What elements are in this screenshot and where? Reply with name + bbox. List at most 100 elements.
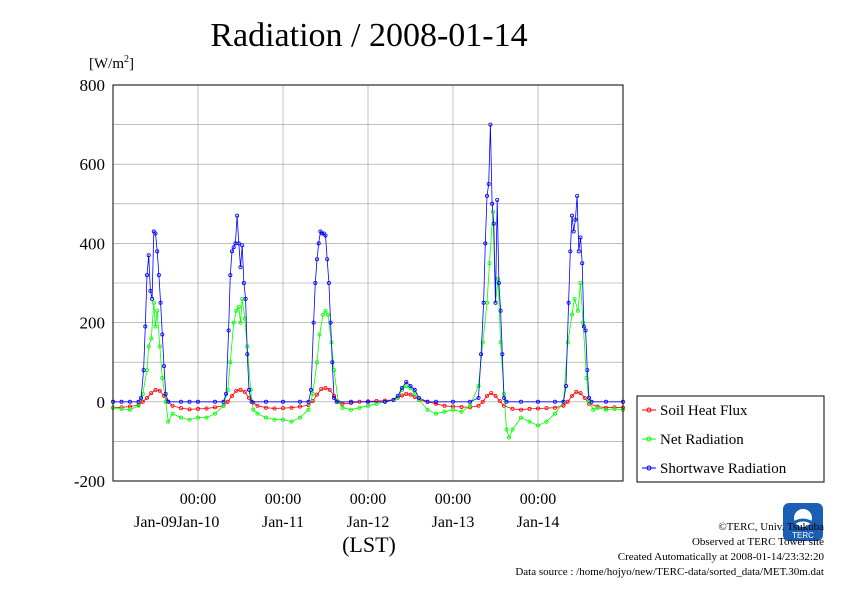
data-point [119, 406, 124, 411]
data-point [241, 280, 246, 285]
footer-observed: Observed at TERC Tower site [691, 536, 824, 548]
data-point [476, 383, 481, 388]
series-line [112, 211, 624, 439]
data-point [235, 213, 240, 218]
data-point [348, 407, 353, 412]
data-point [519, 399, 524, 404]
data-point [263, 405, 268, 410]
footer-source: Data source : /home/hojyo/new/TERC-data/… [515, 566, 824, 578]
data-point [323, 308, 328, 313]
data-point [340, 405, 345, 410]
series-layer [111, 122, 626, 440]
footer-created: Created Automatically at 2008-01-14/23:3… [617, 551, 824, 563]
data-point [566, 300, 571, 305]
x-tick-time: 00:00 [265, 491, 301, 508]
data-point [536, 399, 541, 404]
data-point [310, 391, 315, 396]
data-point [578, 391, 583, 396]
data-point [224, 391, 229, 396]
data-point [382, 399, 387, 404]
legend-label: Soil Heat Flux [660, 403, 748, 419]
data-point [583, 328, 588, 333]
data-point [136, 399, 141, 404]
series-net-radiation [111, 209, 626, 440]
legend-label: Net Radiation [660, 432, 744, 448]
data-point [581, 320, 586, 325]
data-point [425, 407, 430, 412]
data-point [249, 399, 254, 404]
logo-text: TERC [792, 531, 814, 540]
data-point [399, 393, 404, 398]
y-tick-label: 400 [80, 234, 106, 253]
data-point [408, 383, 413, 388]
data-point [496, 280, 501, 285]
data-point [570, 213, 575, 218]
x-tick-time: 00:00 [520, 491, 556, 508]
data-point [487, 261, 492, 266]
data-point [187, 407, 192, 412]
data-point [484, 193, 489, 198]
data-point [536, 406, 541, 411]
x-tick-time: 00:00 [435, 491, 471, 508]
data-point [612, 406, 617, 411]
data-point [450, 407, 455, 412]
data-point [187, 417, 192, 422]
data-point [316, 241, 321, 246]
data-point [242, 389, 247, 394]
data-point [272, 406, 277, 411]
data-point [236, 304, 241, 309]
data-point [238, 320, 243, 325]
x-tick-date: Jan-14 [517, 514, 560, 531]
data-point [544, 406, 549, 411]
data-point [573, 217, 578, 222]
data-point [408, 392, 413, 397]
data-point [148, 288, 153, 293]
data-point [314, 360, 319, 365]
data-point [412, 387, 417, 392]
data-point [150, 296, 155, 301]
y-tick-label: 200 [80, 314, 106, 333]
series-line [112, 387, 624, 411]
series-shortwave-radiation [111, 122, 626, 404]
data-point [204, 415, 209, 420]
data-point [580, 261, 585, 266]
data-point [395, 393, 400, 398]
data-point [309, 387, 314, 392]
x-tick-date: Jan-09 [134, 514, 177, 531]
data-point [404, 379, 409, 384]
data-point [320, 312, 325, 317]
data-point [170, 411, 175, 416]
data-point [136, 403, 141, 408]
data-point [163, 399, 168, 404]
data-point [544, 419, 549, 424]
y-unit-text: [W/m [89, 56, 124, 72]
data-point [480, 399, 485, 404]
data-point [459, 404, 464, 409]
data-point [519, 407, 524, 412]
data-point [212, 411, 217, 416]
data-point [570, 312, 575, 317]
data-point [127, 399, 132, 404]
data-point [399, 385, 404, 390]
data-point [153, 324, 158, 329]
data-point [433, 411, 438, 416]
data-point [574, 389, 579, 394]
data-point [238, 387, 243, 392]
data-point [212, 399, 217, 404]
data-point [501, 403, 506, 408]
data-point [163, 391, 168, 396]
data-point [442, 403, 447, 408]
data-point [561, 399, 566, 404]
data-point [365, 403, 370, 408]
data-point [228, 273, 233, 278]
data-point [491, 221, 496, 226]
data-point [334, 399, 339, 404]
data-point [484, 393, 489, 398]
y-axis-ticks: 800 600 400 200 0 -200 [74, 76, 105, 491]
data-point [146, 344, 151, 349]
legend-marker [646, 407, 652, 413]
x-tick-date: Jan-10 [177, 514, 220, 531]
data-point [572, 296, 577, 301]
x-tick-date: Jan-11 [262, 514, 304, 531]
data-point [582, 395, 587, 400]
